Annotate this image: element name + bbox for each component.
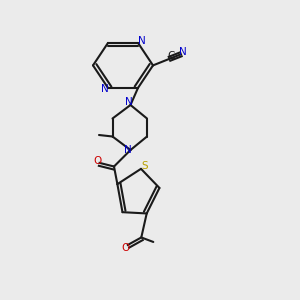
Text: O: O [93,156,101,167]
Text: C: C [167,51,174,61]
Text: O: O [121,243,130,253]
Text: N: N [124,145,131,155]
Text: N: N [125,97,133,107]
Text: N: N [100,84,108,94]
Text: N: N [138,36,146,46]
Text: N: N [179,47,187,57]
Text: S: S [141,161,148,171]
